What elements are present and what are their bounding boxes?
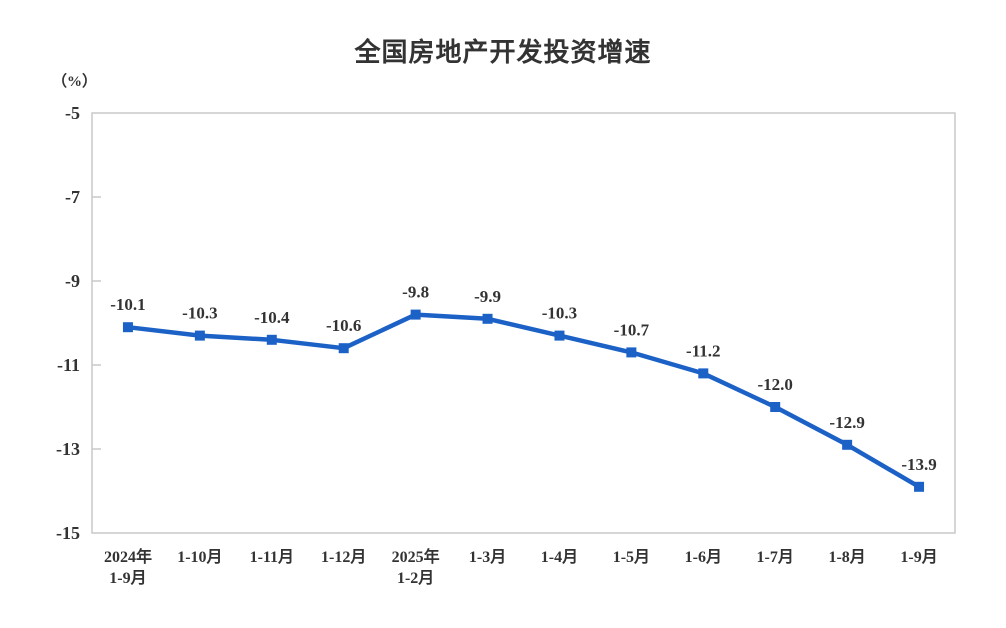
axis-frame bbox=[91, 112, 956, 534]
data-point-marker bbox=[266, 334, 277, 345]
y-tick-label: -11 bbox=[57, 355, 80, 375]
data-point-label: -12.0 bbox=[757, 375, 792, 394]
x-tick-label: 1-3月 bbox=[469, 548, 506, 566]
x-tick-label: 2025年 1-2月 bbox=[392, 547, 440, 587]
data-point-marker bbox=[122, 322, 133, 333]
data-point-label: -10.6 bbox=[326, 316, 361, 335]
x-tick-label: 1-8月 bbox=[828, 548, 865, 566]
data-point-marker bbox=[770, 402, 781, 412]
x-tick-label: 1-10月 bbox=[177, 548, 222, 566]
x-tick-label: 1-7月 bbox=[757, 548, 794, 566]
data-point-label: -13.9 bbox=[901, 455, 936, 474]
data-point-label: -10.3 bbox=[182, 304, 217, 323]
data-point-label: -10.4 bbox=[254, 308, 290, 327]
y-tick-label: -13 bbox=[56, 439, 80, 459]
y-axis-ticks: -5 -7 -9 -11 -13 -15 bbox=[56, 103, 101, 543]
data-point-marker bbox=[194, 330, 205, 341]
y-tick-label: -7 bbox=[65, 187, 80, 207]
data-point-label: -10.3 bbox=[542, 304, 577, 323]
data-point-marker bbox=[482, 313, 493, 324]
y-tick-label: -5 bbox=[65, 103, 80, 123]
data-point-label: -10.7 bbox=[614, 320, 650, 339]
x-tick-label: 1-12月 bbox=[321, 548, 366, 566]
data-point-label: -9.9 bbox=[474, 287, 501, 306]
x-tick-label: 1-6月 bbox=[685, 548, 722, 566]
series-line bbox=[125, 312, 922, 490]
data-point-marker bbox=[626, 347, 637, 358]
data-labels: -10.1 -10.3 -10.4 -10.6 -9.8 -9.9 -10.3 -10.7 -1… bbox=[110, 283, 937, 474]
data-point-marker bbox=[842, 439, 853, 450]
x-tick-label: 1-4月 bbox=[541, 548, 578, 566]
data-point-label: -10.1 bbox=[110, 295, 145, 314]
x-tick-label: 2024年 1-9月 bbox=[104, 547, 152, 587]
chart-title: 全国房地产开发投资增速 bbox=[354, 37, 652, 67]
data-point-marker bbox=[698, 368, 709, 379]
data-point-marker bbox=[914, 481, 925, 492]
data-point-marker bbox=[410, 309, 421, 320]
series-markers bbox=[122, 309, 925, 492]
x-tick-label: 1-9月 bbox=[900, 548, 937, 566]
y-tick-label: -15 bbox=[56, 523, 80, 543]
x-tick-label: 1-5月 bbox=[613, 548, 650, 566]
y-tick-label: -9 bbox=[65, 271, 80, 291]
data-point-label: -11.2 bbox=[686, 341, 720, 360]
x-axis-labels: 2024年 1-9月 1-10月 1-11月 1-12月 2025年 1-2月 1-3月 1-4… bbox=[104, 547, 938, 587]
data-point-marker bbox=[554, 330, 565, 341]
y-axis-unit-label: （%） bbox=[52, 74, 98, 90]
data-point-label: -9.8 bbox=[402, 283, 429, 302]
data-point-label: -12.9 bbox=[829, 413, 864, 432]
x-tick-label: 1-11月 bbox=[250, 548, 294, 566]
data-point-marker bbox=[338, 343, 349, 354]
